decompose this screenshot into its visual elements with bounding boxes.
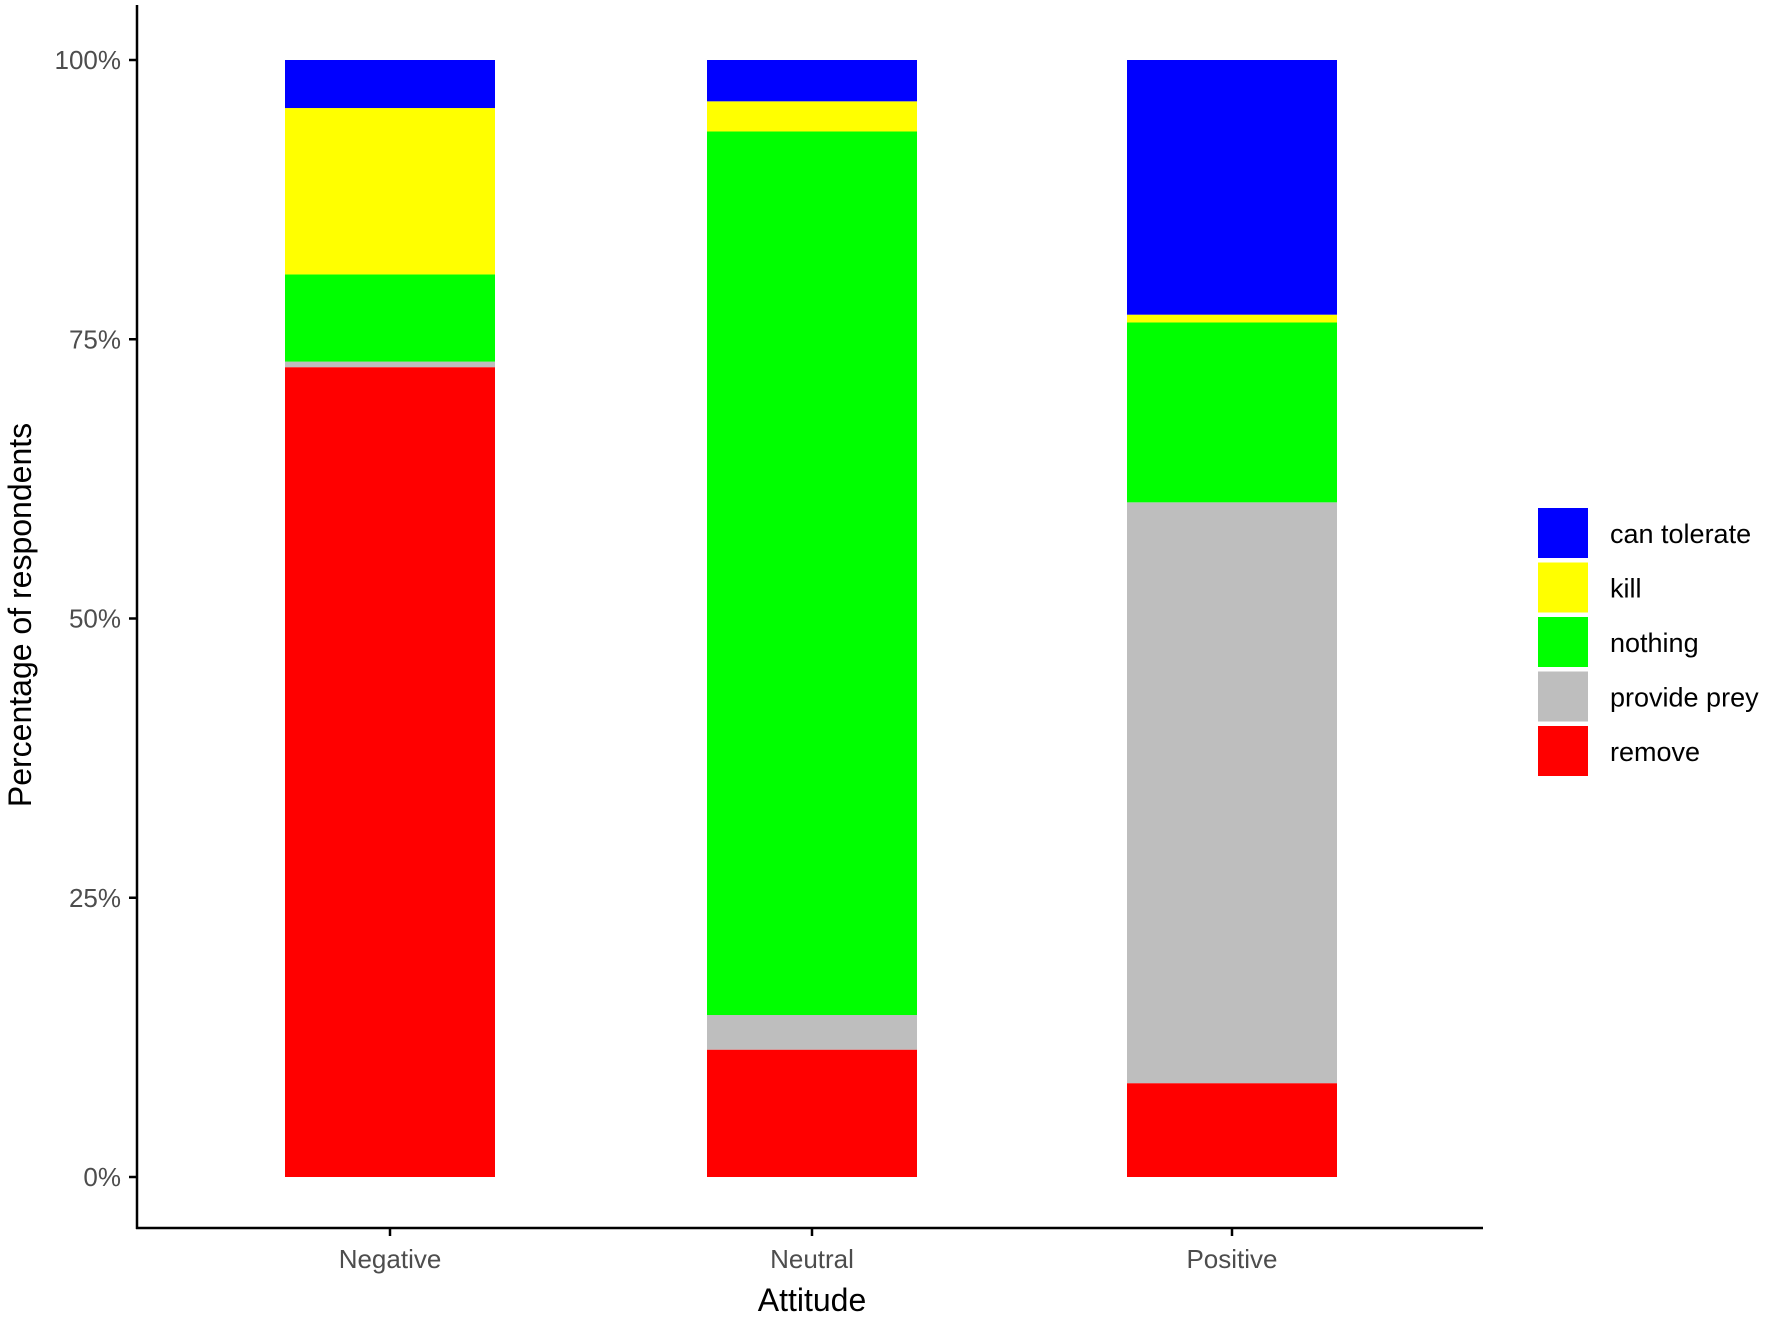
- y-tick-label: 50%: [69, 604, 121, 634]
- bar-segment-remove: [285, 367, 495, 1177]
- legend-label: provide prey: [1610, 683, 1759, 713]
- bar-segment-remove: [707, 1049, 917, 1177]
- y-tick-label: 25%: [69, 883, 121, 913]
- bar-negative: [285, 60, 495, 1177]
- bars-group: [285, 60, 1337, 1177]
- y-axis-title: Percentage of respondents: [2, 423, 38, 807]
- x-tick-label: Neutral: [770, 1244, 854, 1274]
- bar-segment-kill: [707, 101, 917, 132]
- y-tick-label: 75%: [69, 324, 121, 354]
- bar-segment-kill: [285, 108, 495, 275]
- y-tick-label: 100%: [55, 45, 122, 75]
- legend-swatch: [1538, 726, 1588, 776]
- legend-item-can-tolerate: can tolerate: [1538, 508, 1751, 558]
- bar-segment-can-tolerate: [1127, 60, 1337, 315]
- bar-segment-provide-prey: [285, 361, 495, 368]
- bar-segment-provide-prey: [1127, 502, 1337, 1084]
- x-tick-label: Positive: [1186, 1244, 1277, 1274]
- legend-label: can tolerate: [1610, 519, 1751, 549]
- legend-swatch: [1538, 617, 1588, 667]
- legend-item-remove: remove: [1538, 726, 1700, 776]
- x-tick-label: Negative: [339, 1244, 442, 1274]
- legend-item-nothing: nothing: [1538, 617, 1699, 667]
- bar-segment-can-tolerate: [285, 60, 495, 109]
- bar-segment-nothing: [1127, 322, 1337, 503]
- bar-segment-provide-prey: [707, 1015, 917, 1050]
- bar-segment-nothing: [285, 274, 495, 362]
- y-axis-ticks: 0% 25% 50% 75% 100%: [55, 45, 137, 1192]
- bar-segment-remove: [1127, 1083, 1337, 1177]
- legend-label: nothing: [1610, 628, 1699, 658]
- legend: can tolerate kill nothing provide prey remov…: [1538, 508, 1759, 776]
- bar-positive: [1127, 60, 1337, 1177]
- x-axis-title: Attitude: [758, 1282, 867, 1318]
- legend-swatch: [1538, 562, 1588, 613]
- legend-item-provide-prey: provide prey: [1538, 671, 1759, 722]
- bar-segment-can-tolerate: [707, 60, 917, 102]
- bar-segment-nothing: [707, 131, 917, 1016]
- bar-segment-kill: [1127, 314, 1337, 323]
- legend-swatch: [1538, 671, 1588, 722]
- legend-label: kill: [1610, 574, 1642, 604]
- legend-swatch: [1538, 508, 1588, 558]
- bar-neutral: [707, 60, 917, 1177]
- y-tick-label: 0%: [83, 1162, 121, 1192]
- legend-label: remove: [1610, 737, 1700, 767]
- legend-item-kill: kill: [1538, 562, 1642, 613]
- x-axis-ticks: Negative Neutral Positive: [339, 1228, 1278, 1274]
